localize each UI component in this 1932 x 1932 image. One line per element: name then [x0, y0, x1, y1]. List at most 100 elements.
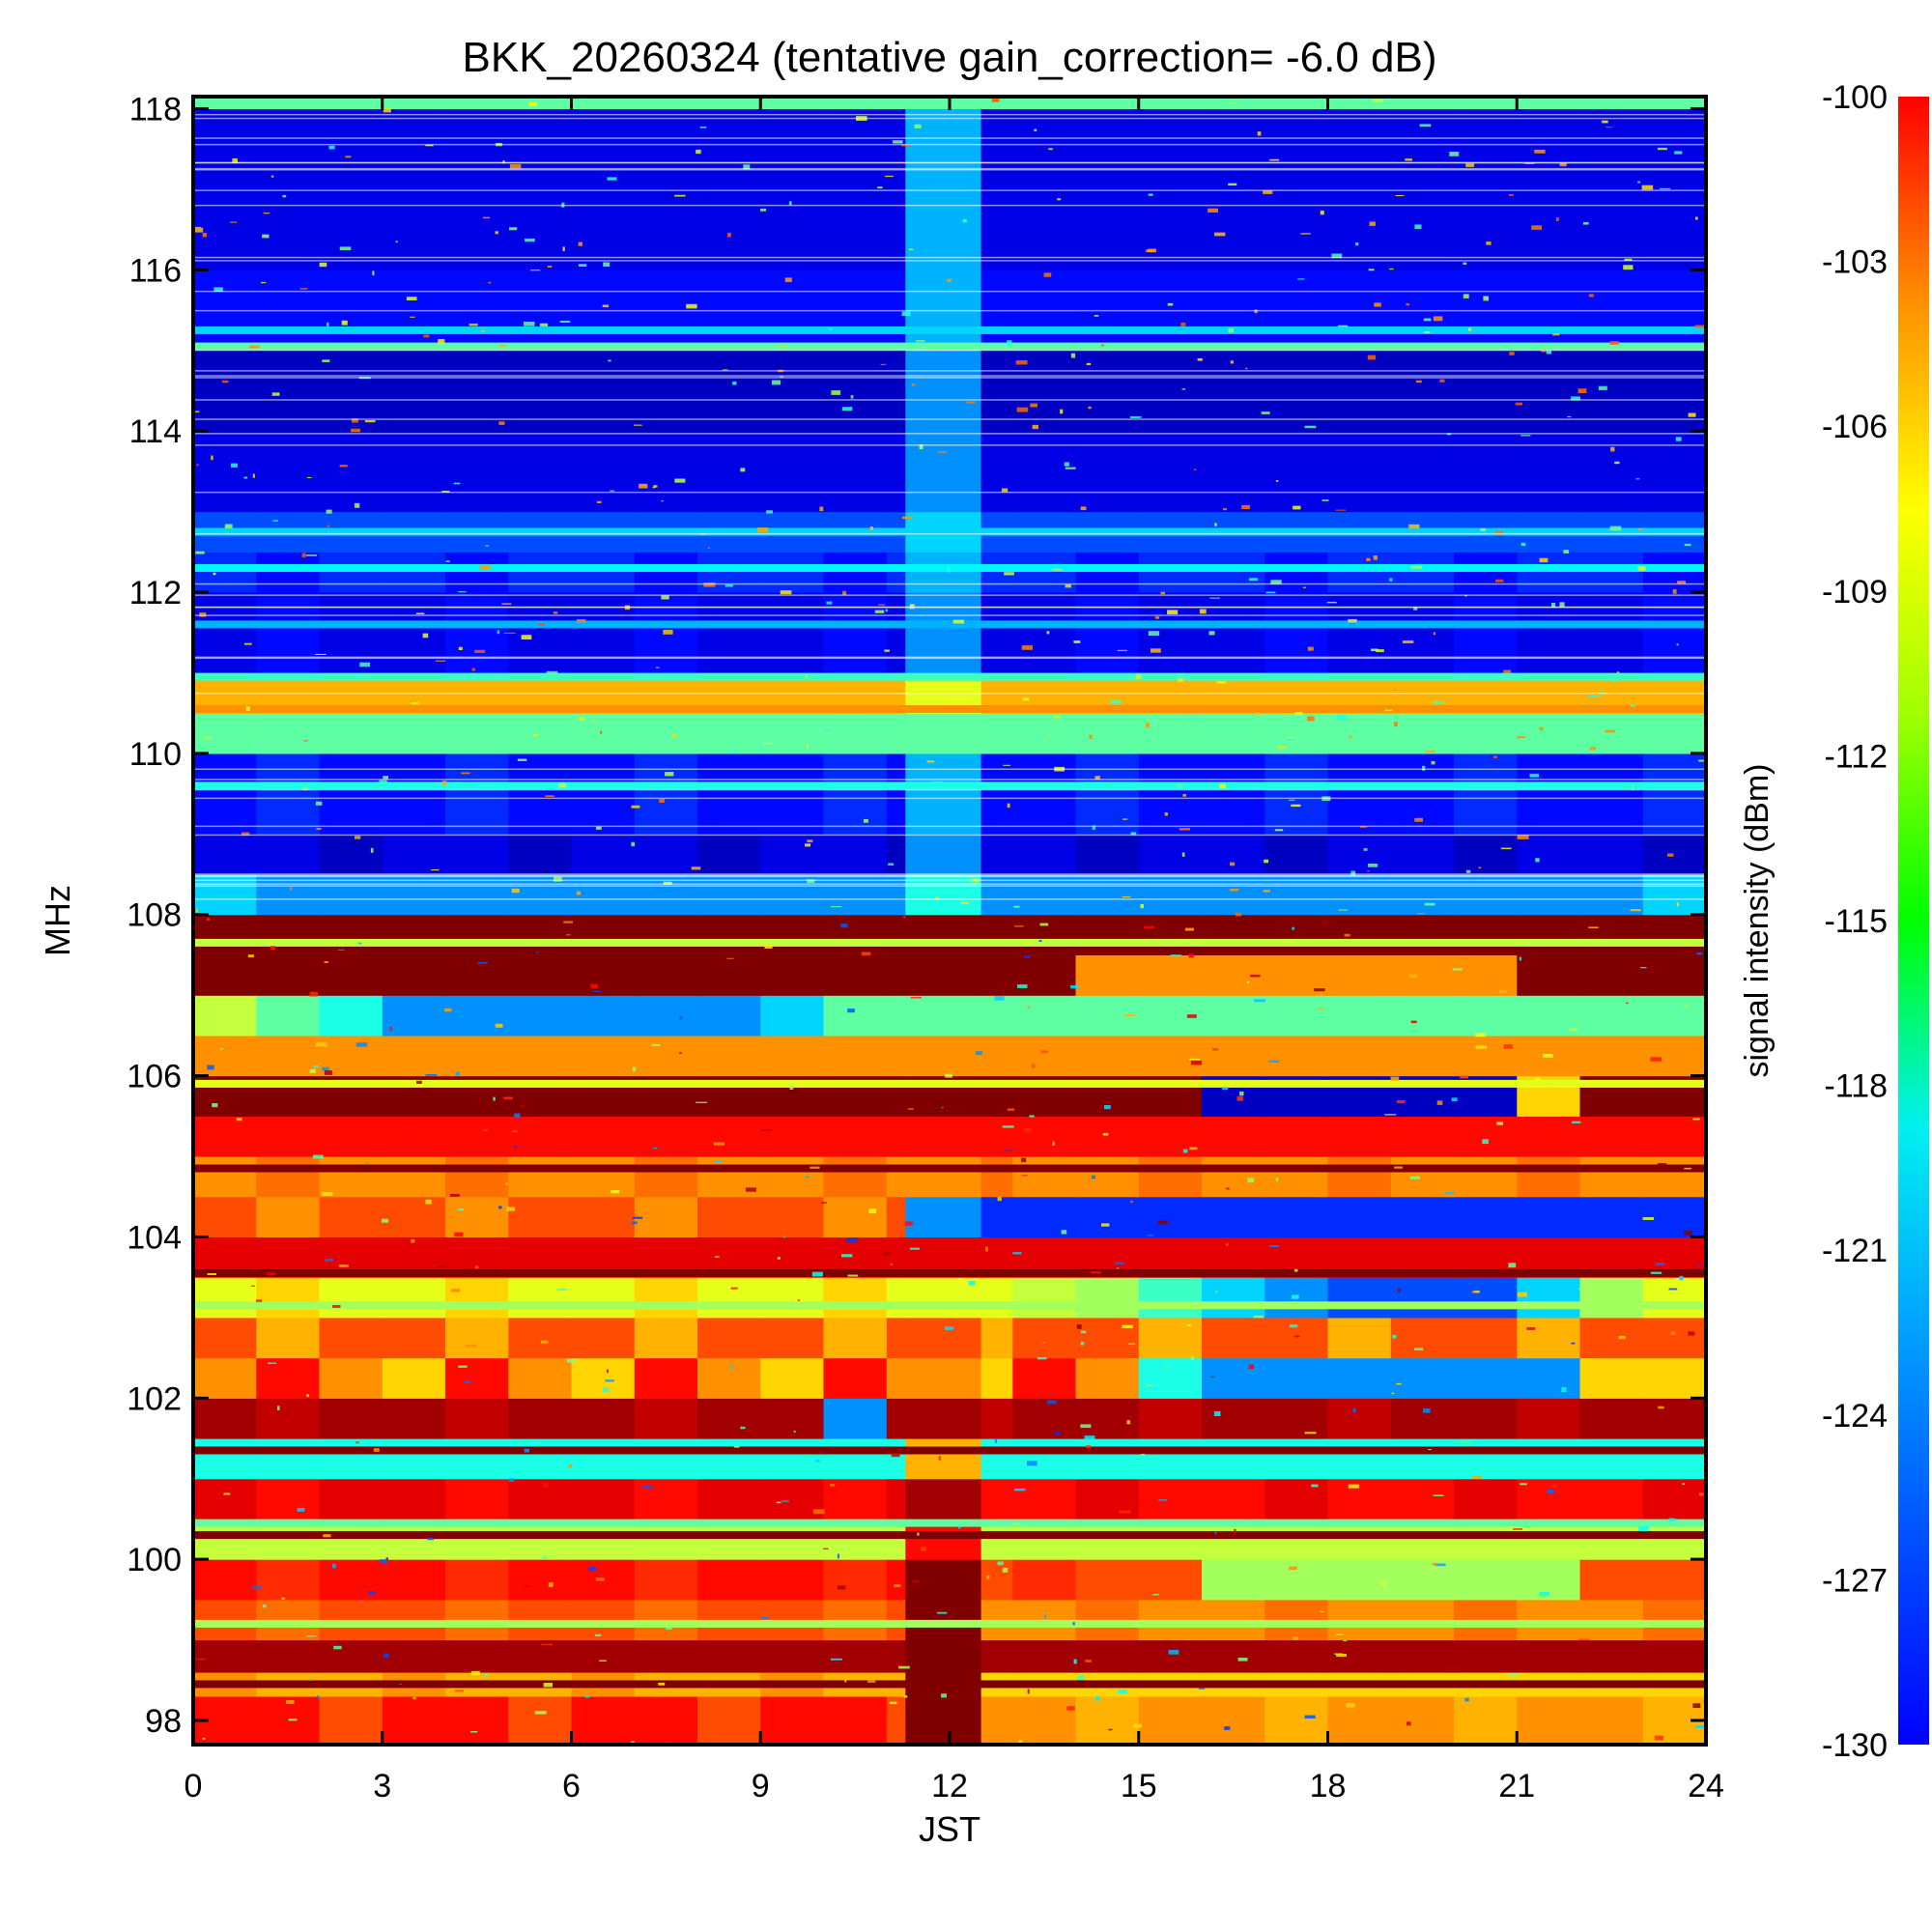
noise-speckle	[781, 1500, 789, 1502]
heatmap-cell	[1579, 1695, 1644, 1745]
heatmap-cell	[1327, 954, 1392, 996]
heatmap-cell	[1075, 1639, 1140, 1673]
noise-speckle	[1384, 709, 1393, 712]
noise-speckle	[910, 1247, 920, 1250]
noise-speckle	[611, 1190, 620, 1194]
noise-speckle	[1423, 331, 1431, 334]
noise-speckle	[482, 216, 490, 219]
heatmap-cell	[1642, 108, 1706, 190]
heatmap-cell	[1138, 914, 1203, 955]
noise-speckle	[540, 1340, 549, 1344]
heatmap-cell	[193, 431, 257, 513]
heatmap-cell	[697, 1277, 761, 1319]
heatmap-cell	[886, 753, 906, 835]
frequency-line	[193, 1301, 1706, 1310]
y-tick-label: 100	[127, 1542, 182, 1578]
noise-speckle	[1300, 233, 1311, 235]
noise-speckle	[908, 1108, 914, 1110]
noise-speckle	[411, 702, 419, 704]
noise-speckle	[365, 1162, 370, 1164]
noise-speckle	[1274, 829, 1284, 832]
heatmap-cell	[256, 1277, 321, 1319]
heatmap-cell	[1454, 1277, 1518, 1319]
heatmap-cell	[571, 1639, 636, 1673]
heatmap-cell	[445, 1695, 509, 1745]
heatmap-cell	[508, 1116, 573, 1157]
noise-speckle	[1623, 265, 1634, 270]
heatmap-cell	[193, 1398, 257, 1439]
noise-speckle	[211, 455, 213, 461]
noise-speckle	[533, 733, 538, 736]
heatmap-cell	[445, 834, 509, 875]
heatmap-cell	[1075, 1398, 1140, 1439]
x-tick-label: 21	[1498, 1768, 1535, 1804]
noise-speckle	[1123, 1013, 1136, 1017]
noise-speckle	[953, 347, 960, 351]
heatmap-cell	[823, 1398, 888, 1439]
heatmap-cell	[697, 1478, 761, 1520]
noise-speckle	[1660, 187, 1671, 190]
noise-speckle	[453, 482, 461, 485]
noise-speckle	[1190, 1061, 1202, 1065]
noise-speckle	[937, 1611, 948, 1614]
heatmap-cell	[319, 1156, 384, 1198]
heatmap-cell	[571, 1695, 636, 1745]
noise-speckle	[506, 1207, 516, 1211]
heatmap-cell	[1138, 97, 1203, 110]
noise-speckle	[826, 601, 833, 605]
noise-speckle	[1452, 968, 1463, 971]
noise-speckle	[1393, 722, 1398, 727]
heatmap-cell	[1138, 1277, 1203, 1319]
noise-speckle	[740, 1426, 746, 1430]
heatmap-cell	[445, 1317, 509, 1359]
heatmap-cell	[1075, 1317, 1140, 1359]
noise-speckle	[652, 1147, 658, 1150]
heatmap-cell	[634, 1639, 698, 1673]
noise-speckle	[1460, 1075, 1468, 1079]
heatmap-cell	[697, 1196, 761, 1237]
heatmap-cell	[1012, 1357, 1077, 1399]
noise-speckle	[339, 1264, 349, 1267]
heatmap-cell	[1138, 592, 1203, 674]
noise-speckle	[1249, 578, 1258, 582]
noise-speckle	[1517, 835, 1529, 839]
heatmap-cell	[823, 1695, 888, 1745]
noise-speckle	[1275, 480, 1279, 482]
heatmap-cell	[1327, 1035, 1392, 1077]
heatmap-cell	[1327, 753, 1392, 835]
frequency-line	[193, 705, 1706, 713]
noise-speckle	[445, 560, 450, 563]
heatmap-cell	[905, 1196, 982, 1237]
noise-speckle	[1230, 862, 1236, 867]
heatmap-cell	[382, 1116, 446, 1157]
noise-speckle	[606, 1369, 609, 1374]
noise-speckle	[1037, 1357, 1047, 1360]
noise-speckle	[372, 270, 375, 276]
heatmap-cell	[319, 914, 384, 955]
noise-speckle	[903, 916, 906, 919]
noise-speckle	[1367, 870, 1370, 872]
heatmap-cell	[445, 1196, 509, 1237]
heatmap-cell	[193, 1116, 257, 1157]
noise-speckle	[1630, 704, 1635, 707]
noise-speckle	[425, 1199, 432, 1205]
noise-speckle	[1551, 603, 1556, 608]
noise-speckle	[726, 232, 731, 238]
heatmap-cell	[1390, 1695, 1455, 1745]
heatmap-cell	[1642, 1559, 1706, 1601]
noise-speckle	[1696, 952, 1703, 955]
noise-speckle	[1246, 980, 1250, 983]
noise-speckle	[1552, 333, 1560, 336]
heatmap-cell	[256, 1639, 321, 1673]
noise-speckle	[1444, 1192, 1456, 1195]
noise-speckle	[1517, 1292, 1527, 1297]
heatmap-cell	[1454, 914, 1518, 955]
heatmap-cell	[445, 753, 509, 835]
heatmap-cell	[571, 914, 636, 955]
heatmap-cell	[1327, 1559, 1392, 1601]
heatmap-cell	[571, 1156, 636, 1198]
heatmap-cell	[571, 834, 636, 875]
heatmap-cell	[1264, 1438, 1329, 1480]
noise-speckle	[1424, 902, 1435, 906]
heatmap-cell	[980, 753, 1013, 835]
